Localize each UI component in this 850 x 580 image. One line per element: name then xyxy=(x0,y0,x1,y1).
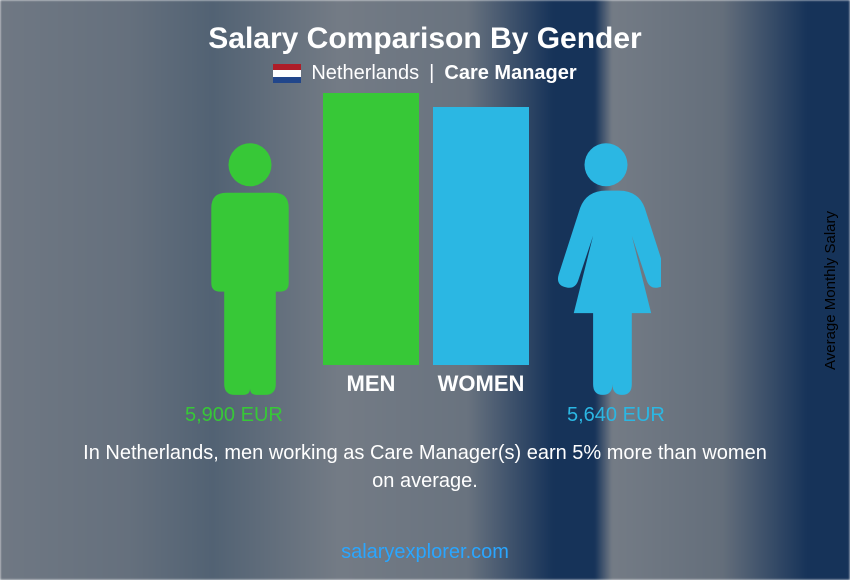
man-svg xyxy=(195,139,305,397)
man-figure-icon xyxy=(195,139,305,397)
woman-figure-icon xyxy=(551,139,661,397)
separator: | xyxy=(429,62,434,85)
men-salary-value: 5,900 EUR xyxy=(185,404,283,427)
women-salary-value: 5,640 EUR xyxy=(567,404,665,427)
footer: salaryexplorer.com xyxy=(0,541,850,564)
subtitle-row: Netherlands | Care Manager xyxy=(273,62,576,85)
y-axis-caption: Average Monthly Salary xyxy=(822,211,839,370)
bar-women: WOMEN xyxy=(433,107,529,397)
bar-men-label: MEN xyxy=(323,371,419,397)
country-label: Netherlands xyxy=(311,62,419,85)
summary-text: In Netherlands, men working as Care Mana… xyxy=(75,439,775,495)
bar-women-label: WOMEN xyxy=(433,371,529,397)
netherlands-flag-icon xyxy=(273,64,301,83)
role-label: Care Manager xyxy=(444,62,576,85)
bar-men: MEN xyxy=(323,93,419,397)
source-link[interactable]: salaryexplorer.com xyxy=(341,541,509,563)
gender-bar-chart: +5% MEN WOMEN 5,900 EUR 5,640 EUR xyxy=(105,89,745,439)
side-caption-wrap: Average Monthly Salary xyxy=(810,0,850,580)
infographic-stage: Salary Comparison By Gender Netherlands … xyxy=(0,0,850,580)
woman-svg xyxy=(551,139,661,397)
page-title: Salary Comparison By Gender xyxy=(208,22,641,56)
bar-women-rect xyxy=(433,107,529,365)
bar-men-rect xyxy=(323,93,419,365)
